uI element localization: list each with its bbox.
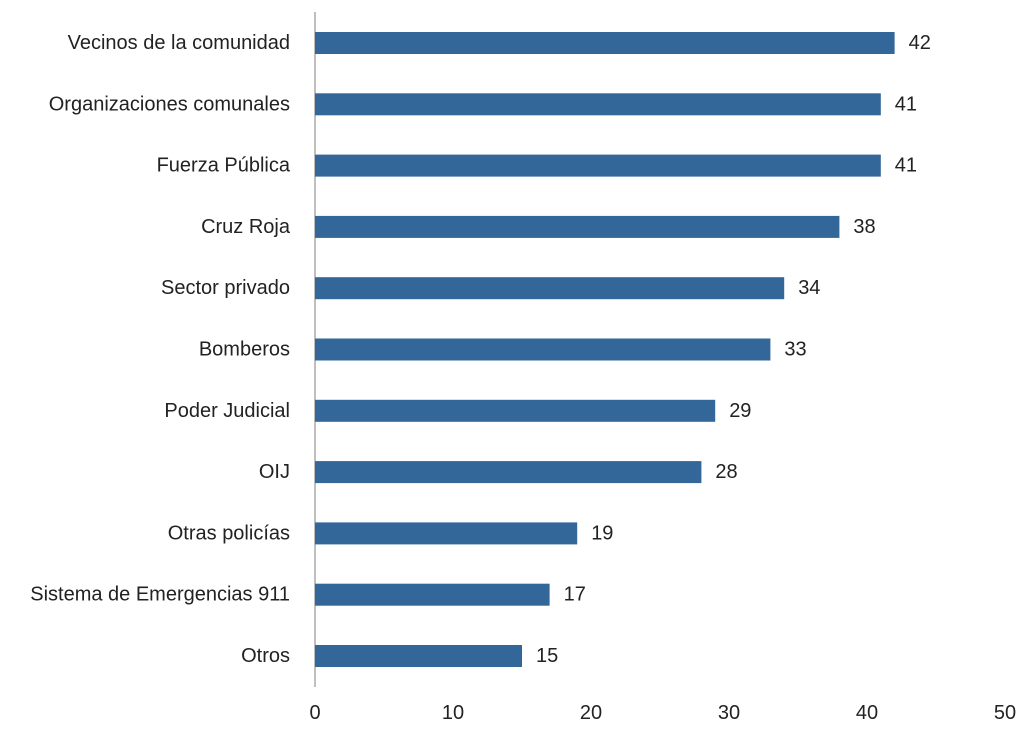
bar bbox=[315, 583, 550, 606]
value-label: 17 bbox=[564, 584, 586, 606]
category-label: Organizaciones comunales bbox=[49, 93, 290, 115]
bar bbox=[315, 399, 716, 422]
bar bbox=[315, 215, 840, 238]
category-label: Fuerza Pública bbox=[157, 155, 291, 177]
bar bbox=[315, 338, 771, 361]
value-label: 15 bbox=[536, 645, 558, 667]
bar bbox=[315, 93, 881, 116]
value-label: 34 bbox=[798, 277, 820, 299]
category-label: Otros bbox=[241, 645, 290, 667]
category-label: Bomberos bbox=[199, 339, 290, 361]
bar bbox=[315, 461, 702, 484]
bar bbox=[315, 277, 785, 300]
value-label: 38 bbox=[853, 216, 875, 238]
x-tick-labels-group: 0 10 20 30 40 50 bbox=[309, 702, 1016, 724]
bar bbox=[315, 645, 522, 667]
category-label: Sector privado bbox=[161, 277, 290, 299]
x-tick-label: 50 bbox=[994, 702, 1016, 724]
category-label: Otras policías bbox=[168, 522, 290, 544]
value-label: 33 bbox=[784, 339, 806, 361]
x-tick-label: 10 bbox=[442, 702, 464, 724]
value-label: 19 bbox=[591, 522, 613, 544]
category-label: Cruz Roja bbox=[201, 216, 291, 238]
value-label: 29 bbox=[729, 400, 751, 422]
value-label: 41 bbox=[895, 93, 917, 115]
x-tick-label: 0 bbox=[309, 702, 320, 724]
bar bbox=[315, 154, 881, 177]
value-labels-group: 42 41 41 38 34 33 29 28 19 17 15 bbox=[536, 32, 931, 667]
category-labels-group: Vecinos de la comunidad Organizaciones co… bbox=[30, 32, 291, 667]
value-label: 42 bbox=[909, 32, 931, 54]
bars-group bbox=[315, 32, 895, 667]
category-label: Poder Judicial bbox=[164, 400, 290, 422]
value-label: 41 bbox=[895, 155, 917, 177]
x-tick-label: 30 bbox=[718, 702, 740, 724]
x-tick-label: 20 bbox=[580, 702, 602, 724]
bar bbox=[315, 522, 578, 545]
category-label: Sistema de Emergencias 911 bbox=[30, 584, 290, 606]
x-tick-label: 40 bbox=[856, 702, 878, 724]
value-label: 28 bbox=[715, 461, 737, 483]
category-label: Vecinos de la comunidad bbox=[68, 32, 290, 54]
category-label: OIJ bbox=[259, 461, 290, 483]
bar bbox=[315, 32, 895, 54]
